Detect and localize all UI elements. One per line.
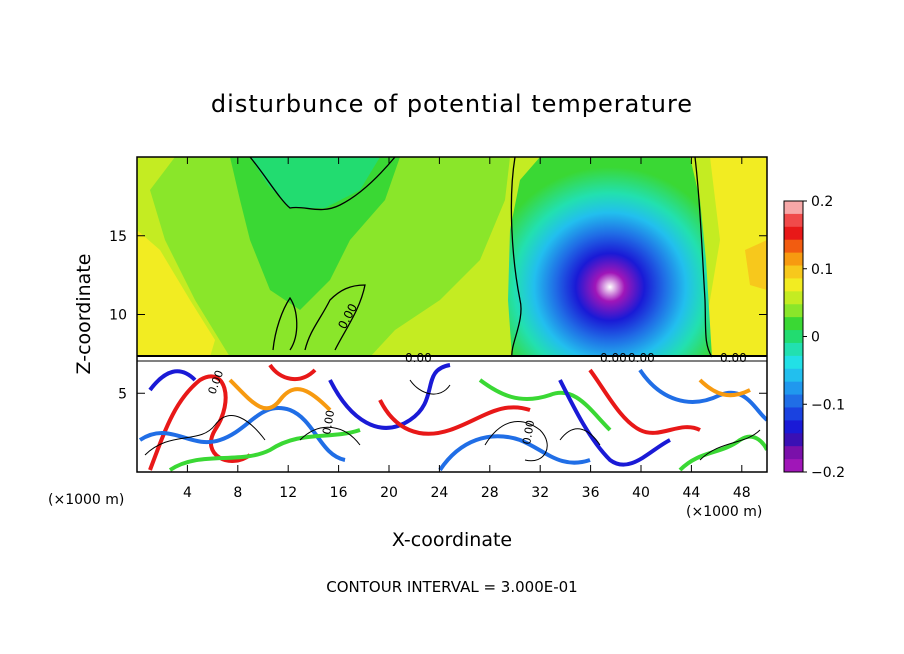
x-tick-label: 36 bbox=[582, 485, 600, 501]
y-axis-label: Z-coordinate bbox=[73, 254, 95, 375]
x-tick-label: 40 bbox=[632, 485, 650, 501]
x-unit-label: (×1000 m) bbox=[686, 504, 762, 520]
contour-label: 0.00 bbox=[628, 351, 655, 365]
y-tick-label: 10 bbox=[109, 308, 127, 324]
y-tick-label: 15 bbox=[109, 229, 127, 245]
colorbar-swatch bbox=[784, 291, 803, 305]
colorbar-swatch bbox=[784, 394, 803, 408]
colorbar-tick-label: 0.1 bbox=[811, 262, 833, 278]
x-tick-label: 16 bbox=[330, 485, 348, 501]
x-axis: 4 8 12 16 20 24 28 32 36 40 44 48 bbox=[183, 157, 751, 501]
colorbar-swatch bbox=[784, 213, 803, 228]
x-tick-label: 4 bbox=[183, 485, 192, 501]
contour-interval-note: CONTOUR INTERVAL = 3.000E-01 bbox=[326, 578, 577, 596]
contour-label: 0.00 bbox=[720, 351, 747, 365]
y-axis: 5 10 15 bbox=[109, 229, 767, 402]
colorbar-swatch bbox=[784, 420, 803, 434]
colorbar-swatch bbox=[784, 381, 803, 396]
colorbar-swatch bbox=[784, 368, 803, 383]
colorbar-swatch bbox=[784, 278, 803, 292]
x-tick-label: 24 bbox=[430, 485, 448, 501]
cold-bubble bbox=[508, 157, 712, 357]
colorbar-swatch bbox=[784, 342, 803, 357]
x-tick-label: 20 bbox=[380, 485, 398, 501]
colorbar-swatch bbox=[784, 433, 803, 447]
colorbar-swatch bbox=[784, 459, 803, 473]
colorbar-tick-label: 0.2 bbox=[811, 194, 833, 210]
lower-turbulence bbox=[138, 363, 767, 472]
contour-label: 0.00 bbox=[320, 409, 337, 435]
upper-contours bbox=[249, 157, 713, 358]
colorbar-swatch bbox=[784, 330, 803, 344]
colorbar-swatch bbox=[784, 304, 803, 318]
contour-label: 0.00 bbox=[520, 419, 537, 445]
z-unit-label: (×1000 m) bbox=[48, 492, 124, 508]
colorbar-swatch bbox=[784, 252, 803, 267]
colorbar-swatch bbox=[784, 355, 803, 370]
x-axis-label: X-coordinate bbox=[392, 529, 512, 551]
colorbar-swatch bbox=[784, 317, 803, 331]
x-tick-label: 48 bbox=[733, 485, 751, 501]
lower-contours bbox=[144, 379, 761, 462]
colorbar-swatch bbox=[784, 239, 803, 254]
contour-label: 0.00 bbox=[600, 351, 627, 365]
x-tick-label: 28 bbox=[481, 485, 499, 501]
plot-area bbox=[137, 157, 767, 472]
contour-label-group: 0.00 0.00 0.00 0.00 0.00 0.00 0.00 0.00 bbox=[206, 301, 747, 445]
x-tick-label: 8 bbox=[233, 485, 242, 501]
colorbar-swatch bbox=[784, 407, 803, 421]
colorbar-swatch bbox=[784, 446, 803, 460]
upper-green-region-2 bbox=[230, 157, 400, 310]
colorbar-ticks: 0.2 0.1 0 −0.1 −0.2 bbox=[803, 194, 845, 481]
x-tick-label: 44 bbox=[682, 485, 700, 501]
colorbar bbox=[784, 201, 803, 473]
colorbar-swatch bbox=[784, 226, 803, 241]
upper-teal-patch bbox=[250, 157, 380, 208]
colorbar-swatch bbox=[784, 265, 803, 279]
yellow-left-patch bbox=[137, 230, 215, 357]
colorbar-tick-label: −0.1 bbox=[811, 397, 845, 413]
contour-label: 0.00 bbox=[405, 351, 432, 365]
chart-title: disturbunce of potential temperature bbox=[211, 90, 693, 118]
yellow-right-patch bbox=[700, 157, 767, 357]
orange-right-patch bbox=[745, 240, 767, 290]
x-tick-label: 32 bbox=[531, 485, 549, 501]
colorbar-swatch bbox=[784, 201, 803, 215]
y-tick-label: 5 bbox=[118, 386, 127, 402]
x-tick-label: 12 bbox=[279, 485, 297, 501]
colorbar-tick-label: −0.2 bbox=[811, 465, 845, 481]
colorbar-tick-label: 0 bbox=[811, 330, 820, 346]
